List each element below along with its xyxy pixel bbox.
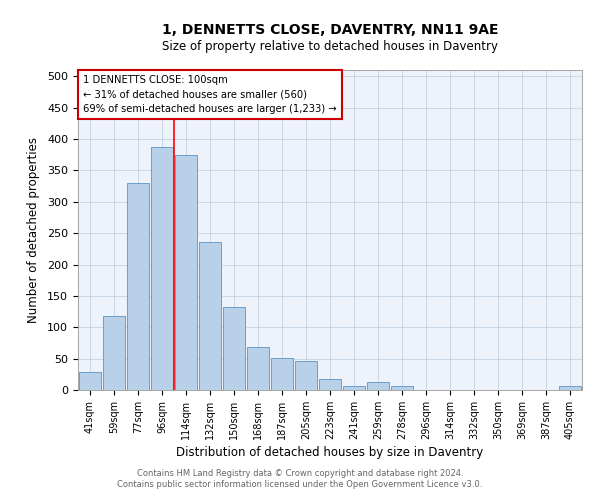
Bar bbox=[223, 306, 245, 390]
Text: Size of property relative to detached houses in Daventry: Size of property relative to detached ho… bbox=[162, 40, 498, 53]
Text: 1 DENNETTS CLOSE: 100sqm
← 31% of detached houses are smaller (560)
69% of semi-: 1 DENNETTS CLOSE: 100sqm ← 31% of detach… bbox=[83, 75, 337, 114]
Text: Contains HM Land Registry data © Crown copyright and database right 2024.: Contains HM Land Registry data © Crown c… bbox=[137, 468, 463, 477]
Bar bbox=[271, 358, 293, 390]
Bar bbox=[103, 316, 125, 390]
Bar bbox=[247, 348, 269, 390]
Text: Contains public sector information licensed under the Open Government Licence v3: Contains public sector information licen… bbox=[118, 480, 482, 489]
Bar bbox=[367, 382, 389, 390]
Bar bbox=[559, 386, 581, 390]
Bar bbox=[151, 147, 173, 390]
Bar bbox=[79, 372, 101, 390]
Bar bbox=[319, 378, 341, 390]
Bar bbox=[295, 361, 317, 390]
Y-axis label: Number of detached properties: Number of detached properties bbox=[27, 137, 40, 323]
Bar bbox=[343, 386, 365, 390]
Bar bbox=[127, 183, 149, 390]
Bar bbox=[199, 242, 221, 390]
Bar bbox=[175, 154, 197, 390]
Text: 1, DENNETTS CLOSE, DAVENTRY, NN11 9AE: 1, DENNETTS CLOSE, DAVENTRY, NN11 9AE bbox=[162, 22, 498, 36]
Bar bbox=[391, 386, 413, 390]
X-axis label: Distribution of detached houses by size in Daventry: Distribution of detached houses by size … bbox=[176, 446, 484, 459]
